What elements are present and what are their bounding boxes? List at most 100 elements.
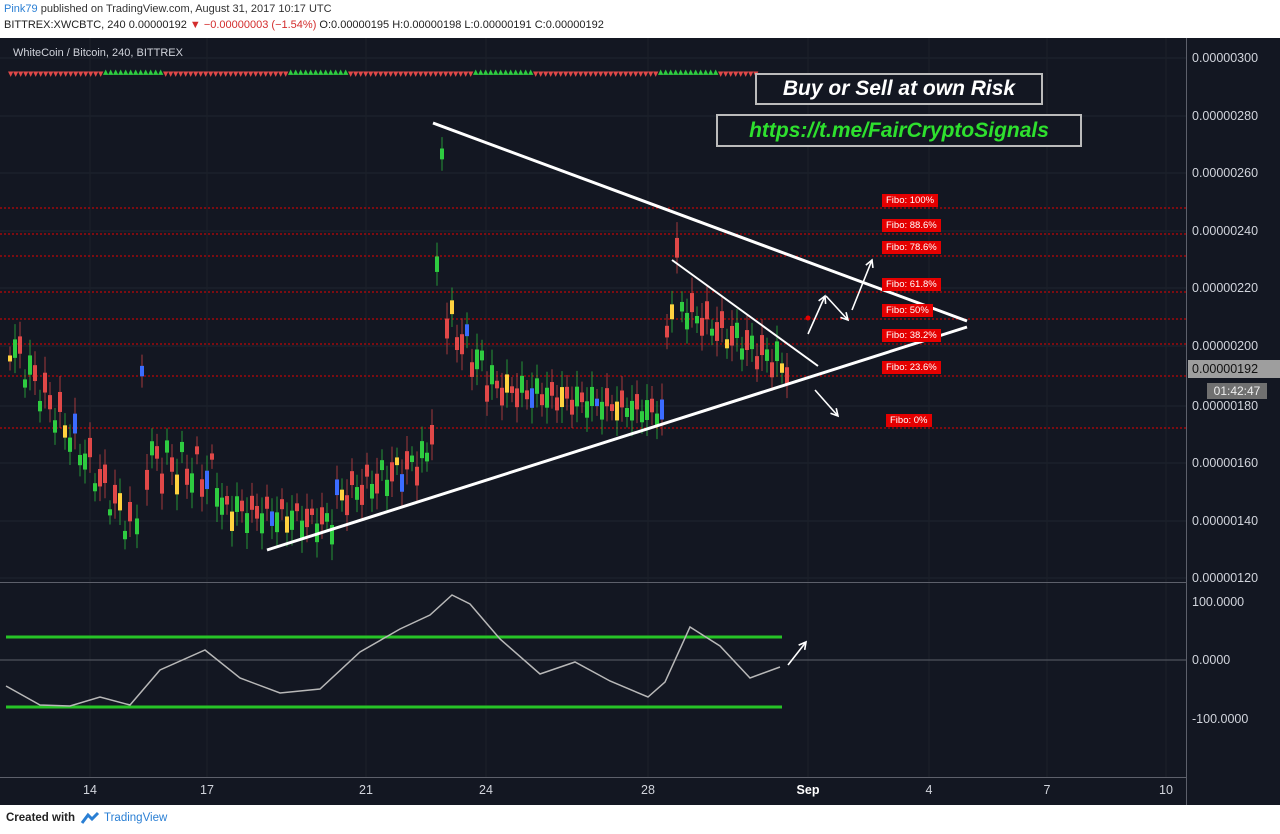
- candle-body: [325, 513, 329, 522]
- signal-marker: ▼: [548, 70, 554, 78]
- candlestick-plot[interactable]: ▼ ▼ ▼ ▼ ▼ ▼ ▼ ▼ ▼ ▼ ▼ ▼ ▼ ▼ ▼ ▼ ▼ ▼ ▼ ▲ ▲ ▲ ▲ ▲ ▲ ▲ ▲ ▲ ▲ ▲ ▲ ▼ ▼ ▼ ▼ ▼ ▼ ▼ ▼ ▼…: [0, 38, 1186, 777]
- signal-marker: ▲: [513, 68, 519, 76]
- signal-marker: ▲: [303, 68, 309, 76]
- candle-body: [345, 495, 349, 516]
- candle-body: [430, 424, 434, 445]
- candle-body: [720, 311, 724, 328]
- fibo-label-38: Fibo: 38.2%: [882, 329, 941, 342]
- candle-body: [555, 397, 559, 411]
- pane-separator[interactable]: [0, 582, 1186, 583]
- candle-body: [305, 508, 309, 528]
- signal-marker: ▲: [343, 68, 349, 76]
- candle-body: [645, 400, 649, 421]
- signal-marker: ▲: [523, 68, 529, 76]
- signal-marker: ▲: [153, 68, 159, 76]
- candle-body: [435, 256, 439, 272]
- signal-marker: ▼: [248, 70, 254, 78]
- signal-marker: ▼: [223, 70, 229, 78]
- author-link[interactable]: Pink79: [4, 3, 38, 15]
- signals-link-banner[interactable]: https://t.me/FairCryptoSignals: [716, 114, 1082, 147]
- chart-area[interactable]: ▼ ▼ ▼ ▼ ▼ ▼ ▼ ▼ ▼ ▼ ▼ ▼ ▼ ▼ ▼ ▼ ▼ ▼ ▼ ▲ ▲ ▲ ▲ ▲ ▲ ▲ ▲ ▲ ▲ ▲ ▲ ▼ ▼ ▼ ▼ ▼ ▼ ▼ ▼ ▼…: [0, 38, 1280, 805]
- chart-header: Pink79 published on TradingView.com, Aug…: [0, 0, 1280, 38]
- signal-marker: ▼: [553, 70, 559, 78]
- candle-body: [580, 392, 584, 403]
- candle-body: [63, 425, 67, 438]
- signal-marker: ▼: [8, 70, 14, 78]
- price-tick: 0.00000300: [1192, 51, 1259, 65]
- signal-marker: ▲: [703, 68, 709, 76]
- osc-arrow-up: [787, 641, 807, 666]
- candle-body: [480, 350, 484, 361]
- signal-marker: ▲: [498, 68, 504, 76]
- candle-body: [655, 413, 659, 427]
- candle-body: [123, 530, 127, 540]
- candle-body: [295, 503, 299, 512]
- signal-marker: ▼: [88, 70, 94, 78]
- candle-body: [225, 496, 229, 505]
- fibo-label-100: Fibo: 100%: [882, 194, 939, 207]
- signal-marker: ▼: [63, 70, 69, 78]
- time-tick: 4: [925, 783, 933, 797]
- candle-body: [53, 420, 57, 433]
- candle-body: [750, 335, 754, 350]
- signal-marker: ▲: [693, 68, 699, 76]
- signal-marker: ▼: [428, 70, 434, 78]
- signal-marker: ▼: [243, 70, 249, 78]
- time-tick: 21: [359, 783, 373, 797]
- signal-marker: ▼: [358, 70, 364, 78]
- candle-body: [73, 413, 77, 434]
- signal-marker: ▲: [338, 68, 344, 76]
- signal-marker: ▼: [73, 70, 79, 78]
- signal-marker: ▼: [263, 70, 269, 78]
- signal-marker: ▼: [58, 70, 64, 78]
- time-axis-separator: [0, 777, 1186, 778]
- signal-marker: ▲: [713, 68, 719, 76]
- candle-body: [260, 513, 264, 534]
- signal-marker: ▲: [678, 68, 684, 76]
- signal-marker: ▼: [238, 70, 244, 78]
- signal-marker: ▼: [348, 70, 354, 78]
- candle-body: [385, 479, 389, 497]
- tradingview-brand-link[interactable]: TradingView: [104, 812, 168, 824]
- trendline-upper: [432, 121, 968, 323]
- signal-marker: ▼: [253, 70, 259, 78]
- signal-marker: ▼: [178, 70, 184, 78]
- signal-marker: ▼: [23, 70, 29, 78]
- signal-marker: ▼: [403, 70, 409, 78]
- ohlc-line: BITTREX:XWCBTC, 240 0.00000192 ▼ −0.0000…: [4, 19, 604, 31]
- signal-marker: ▼: [718, 70, 724, 78]
- candle-body: [350, 471, 354, 486]
- arrow-down-1-head: [840, 312, 850, 322]
- arrow-up-2: [851, 259, 873, 311]
- candle-body: [160, 473, 164, 494]
- signal-marker: ▲: [123, 68, 129, 76]
- signal-marker: ▼: [363, 70, 369, 78]
- signal-marker: ▼: [628, 70, 634, 78]
- signal-marker: ▲: [298, 68, 304, 76]
- signal-marker: ▼: [203, 70, 209, 78]
- signal-marker: ▲: [308, 68, 314, 76]
- fibo-label-88: Fibo: 88.6%: [882, 219, 941, 232]
- candle-body: [420, 441, 424, 459]
- signal-marker: ▲: [333, 68, 339, 76]
- signal-marker: ▼: [633, 70, 639, 78]
- candle-body: [470, 362, 474, 377]
- signal-marker: ▼: [383, 70, 389, 78]
- fibo-label-78: Fibo: 78.6%: [882, 241, 941, 254]
- signal-marker: ▼: [193, 70, 199, 78]
- candle-body: [460, 334, 464, 355]
- signal-marker: ▼: [273, 70, 279, 78]
- candle-body: [195, 446, 199, 455]
- time-tick: 14: [83, 783, 97, 797]
- signal-marker: ▲: [323, 68, 329, 76]
- signal-marker: ▲: [313, 68, 319, 76]
- candle-body: [710, 328, 714, 336]
- signal-marker: ▼: [408, 70, 414, 78]
- candle-body: [340, 489, 344, 501]
- signal-marker: ▲: [143, 68, 149, 76]
- price-tick: 0.00000260: [1192, 166, 1259, 180]
- candle-body: [735, 322, 739, 339]
- candle-body: [410, 455, 414, 463]
- candle-body: [140, 365, 144, 377]
- signal-marker: ▼: [83, 70, 89, 78]
